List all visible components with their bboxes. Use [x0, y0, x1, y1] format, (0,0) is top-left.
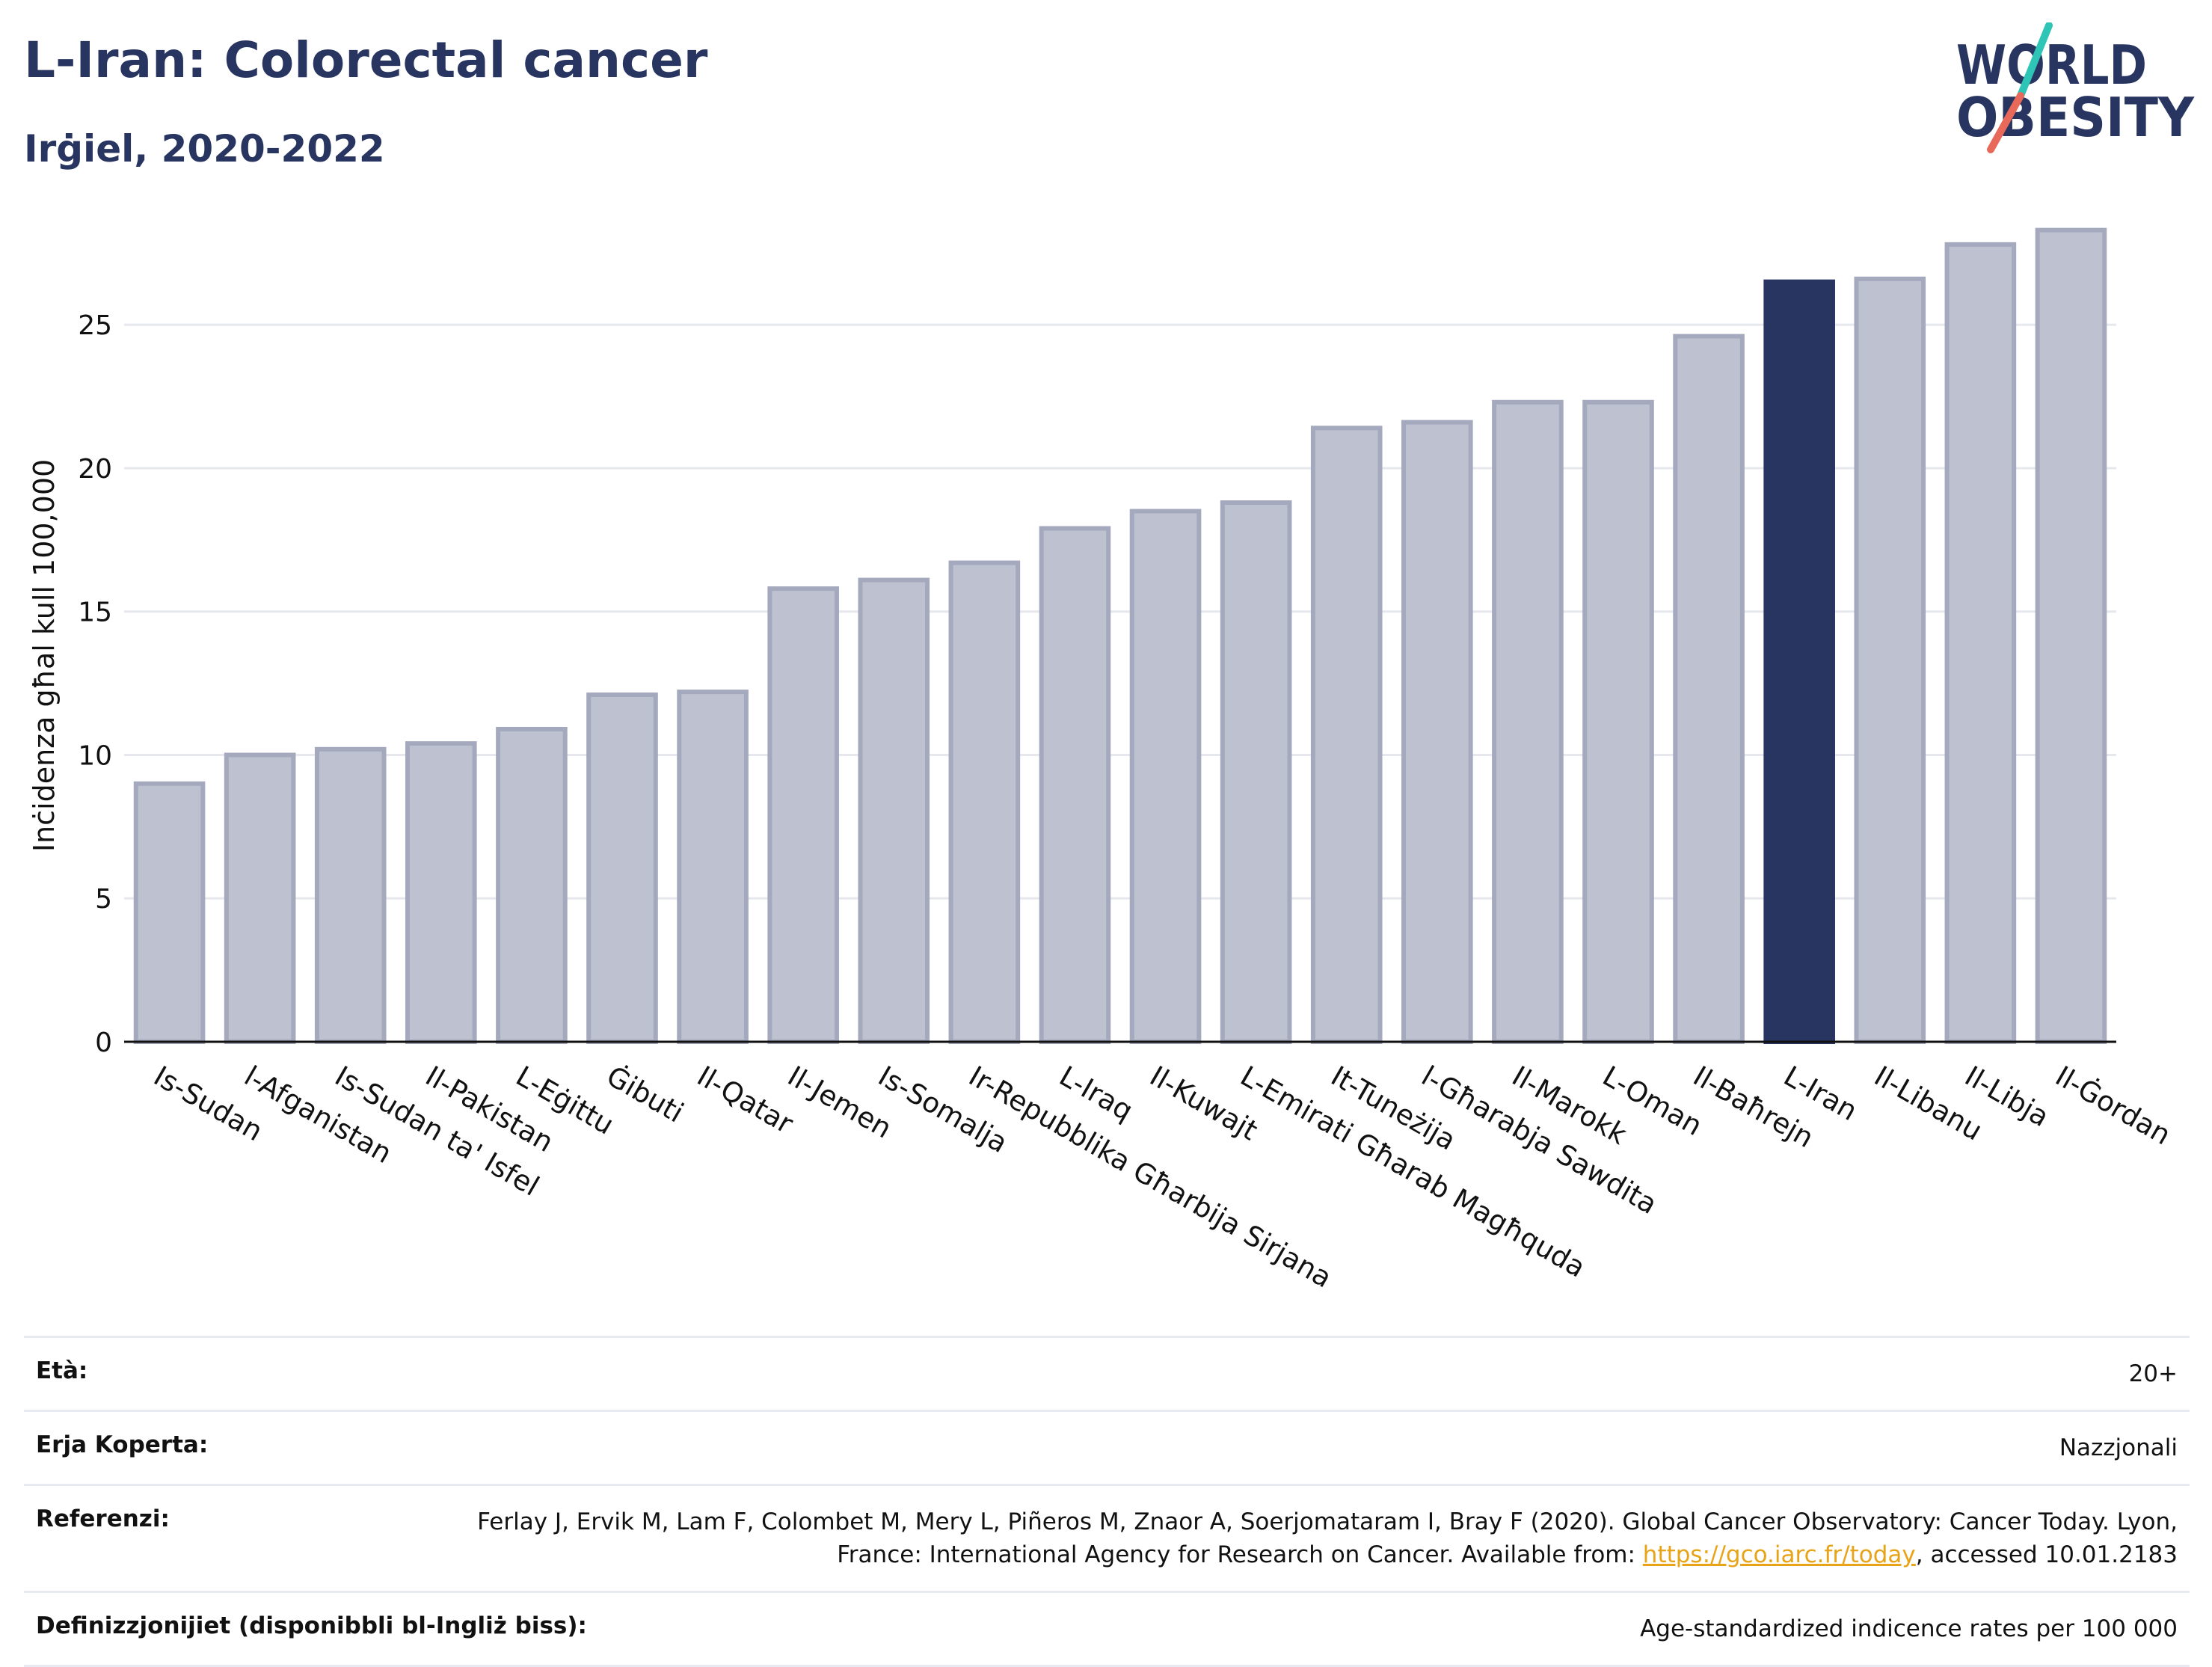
- info-row-area: Erja Koperta: Nazzjonali: [24, 1410, 2190, 1484]
- bars: [133, 227, 2107, 1045]
- world-obesity-logo: WORLD OBESITY: [1956, 22, 2195, 153]
- age-value: 20+: [2128, 1360, 2178, 1387]
- references-label: Referenzi:: [36, 1505, 170, 1532]
- bar: [1582, 399, 1654, 1044]
- bar: [1401, 420, 1473, 1044]
- area-value: Nazzjonali: [2059, 1434, 2178, 1461]
- bar: [224, 752, 296, 1044]
- bar: [1129, 509, 1202, 1044]
- references-text: Ferlay J, Ervik M, Lam F, Colombet M, Me…: [477, 1508, 2178, 1568]
- y-tick-label: 5: [95, 884, 112, 915]
- y-tick-label: 20: [78, 454, 112, 485]
- y-tick-label: 15: [78, 598, 112, 628]
- x-tick-label: Il-Jemen: [782, 1060, 897, 1145]
- y-axis-title: Inċidenza għal kull 100,000: [28, 459, 61, 852]
- bar: [586, 692, 658, 1045]
- bar: [677, 690, 749, 1045]
- bar: [858, 577, 930, 1044]
- logo-slash-bottom: [1987, 92, 2024, 153]
- y-tick-label: 0: [95, 1028, 112, 1058]
- references-value: Ferlay J, Ervik M, Lam F, Colombet M, Me…: [458, 1505, 2178, 1571]
- x-tick-label: Il-Ġordan: [2050, 1060, 2176, 1151]
- age-label: Età:: [36, 1357, 88, 1384]
- info-row-definitions: Definizzjonijiet (disponibbli bl-Ingliż …: [24, 1591, 2190, 1667]
- bar: [133, 781, 206, 1045]
- references-link[interactable]: https://gco.iarc.fr/today: [1642, 1541, 1916, 1568]
- info-row-age: Età: 20+: [24, 1336, 2190, 1410]
- bar: [1763, 279, 1835, 1044]
- bar: [1039, 526, 1111, 1044]
- bar: [1673, 334, 1745, 1044]
- bar: [314, 746, 387, 1044]
- page-subtitle: Irġiel, 2020-2022: [24, 127, 385, 171]
- logo-line1: WORLD: [1956, 34, 2147, 96]
- bar: [948, 560, 1021, 1044]
- bar: [2035, 227, 2107, 1044]
- bar: [1492, 399, 1564, 1044]
- bar: [1944, 242, 2017, 1045]
- page-title: L-Iran: Colorectal cancer: [24, 31, 708, 89]
- definitions-value: Age-standardized indicence rates per 100…: [1640, 1615, 2178, 1642]
- info-table: Età: 20+ Erja Koperta: Nazzjonali Refere…: [24, 1336, 2190, 1667]
- info-row-references: Referenzi: Ferlay J, Ervik M, Lam F, Col…: [24, 1484, 2190, 1591]
- bar: [767, 586, 839, 1044]
- definitions-label: Definizzjonijiet (disponibbli bl-Ingliż …: [36, 1612, 587, 1639]
- y-tick-label: 10: [78, 740, 112, 771]
- references-accessed: , accessed 10.01.2183: [1915, 1541, 2178, 1568]
- bar: [496, 726, 568, 1045]
- area-label: Erja Koperta:: [36, 1431, 209, 1458]
- bar: [1310, 426, 1383, 1044]
- bar: [405, 741, 477, 1044]
- bar: [1220, 500, 1292, 1044]
- logo-slash-top: [2017, 22, 2053, 99]
- x-tick-label: Il-Qatar: [692, 1060, 799, 1141]
- bar: [1854, 276, 1926, 1045]
- y-tick-label: 25: [78, 310, 112, 341]
